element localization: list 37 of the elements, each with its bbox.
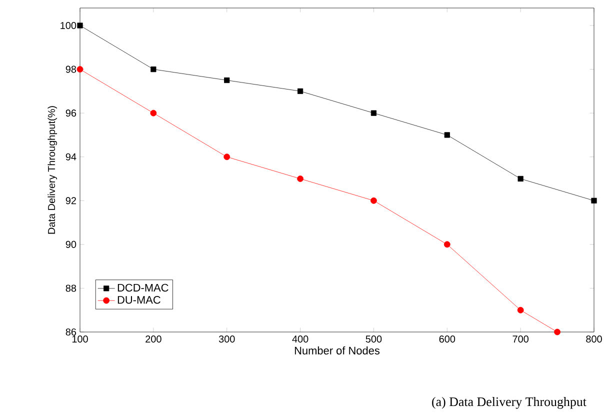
point bbox=[444, 132, 450, 138]
legend-label: DU-MAC bbox=[118, 296, 160, 304]
y-tick-label: 86 bbox=[66, 328, 76, 336]
x-tick-label: 600 bbox=[439, 336, 456, 343]
x-tick-label: 700 bbox=[512, 336, 528, 343]
point bbox=[224, 154, 230, 160]
point bbox=[370, 197, 377, 204]
point bbox=[150, 110, 157, 116]
y-axis-title: Data Delivery Throughput(%) bbox=[48, 106, 58, 234]
point bbox=[297, 176, 304, 182]
x-tick-label: 300 bbox=[218, 336, 235, 343]
point bbox=[370, 110, 377, 116]
x-tick-label: 800 bbox=[586, 336, 602, 343]
point bbox=[517, 306, 524, 314]
point bbox=[444, 241, 450, 248]
x-tick-label: 100 bbox=[72, 336, 88, 343]
y-tick-label: 96 bbox=[66, 110, 76, 117]
point bbox=[77, 22, 83, 28]
y-tick-label: 92 bbox=[66, 197, 76, 204]
y-tick-label: 90 bbox=[66, 240, 76, 248]
legend-label: DCD-MAC bbox=[118, 284, 168, 292]
text: (a) Data Delivery Throughput bbox=[432, 397, 586, 409]
x-tick-label: 400 bbox=[292, 336, 308, 343]
point bbox=[76, 66, 84, 72]
point bbox=[150, 66, 156, 72]
x-tick-label: 200 bbox=[146, 336, 162, 343]
x-tick-label: 500 bbox=[366, 336, 382, 343]
y-tick-label: 88 bbox=[66, 284, 76, 292]
y-tick-label: 98 bbox=[66, 66, 76, 73]
point bbox=[591, 198, 597, 204]
point bbox=[554, 328, 560, 336]
y-tick-label: 100 bbox=[60, 22, 76, 30]
point bbox=[518, 176, 524, 182]
point bbox=[297, 88, 304, 94]
x-axis-title: Number of Nodes bbox=[294, 346, 380, 354]
y-tick-label: 94 bbox=[66, 153, 76, 160]
point bbox=[224, 77, 230, 84]
